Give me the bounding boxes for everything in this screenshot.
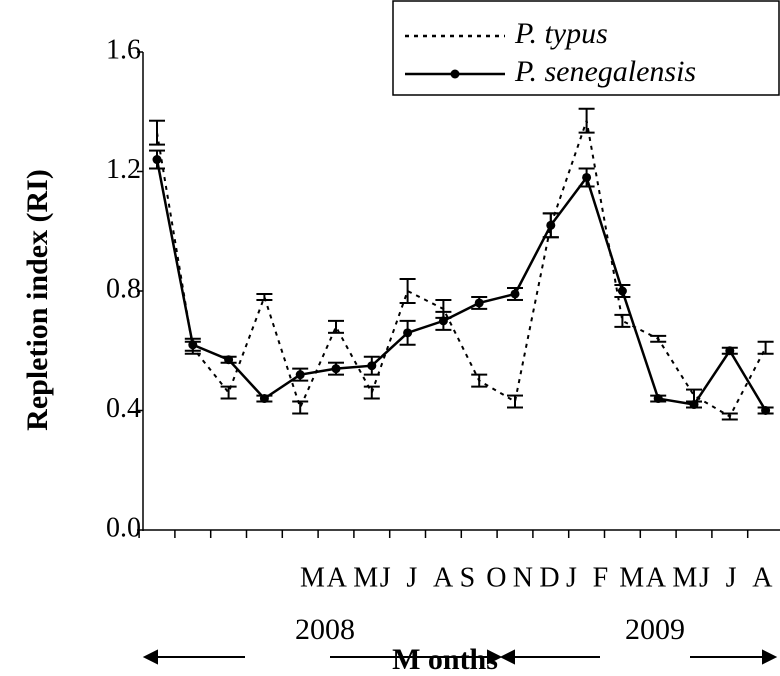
series-line xyxy=(155,159,767,412)
error-bar xyxy=(220,385,237,400)
y-tick-label: 0.0 xyxy=(106,512,141,543)
point xyxy=(224,355,234,365)
point xyxy=(295,370,305,380)
point xyxy=(653,394,663,404)
error-bar xyxy=(471,373,488,388)
x-tick-label: A xyxy=(646,562,667,593)
error-bar xyxy=(328,319,344,334)
error-bar xyxy=(721,412,738,421)
x-tick-label: A xyxy=(752,562,773,593)
error-bar xyxy=(650,334,667,343)
point xyxy=(510,289,520,299)
x-tick-label: M xyxy=(353,562,378,593)
point xyxy=(761,406,771,415)
error-bar xyxy=(292,400,309,415)
x-tick-label: A xyxy=(433,562,454,593)
x-tick-label: J xyxy=(406,562,417,593)
year-label: 2008 xyxy=(295,613,355,646)
y-tick-label: 0.4 xyxy=(106,393,141,424)
series-line xyxy=(156,116,767,418)
point xyxy=(403,328,413,338)
period-arrows xyxy=(142,649,778,665)
point xyxy=(259,394,269,404)
point xyxy=(367,361,377,371)
error-bar xyxy=(507,394,523,409)
x-tick-label: N xyxy=(513,562,533,593)
error-bar xyxy=(757,340,774,355)
error-bar xyxy=(578,107,595,134)
y-tick-label: 1.6 xyxy=(106,34,141,65)
point xyxy=(689,400,699,410)
point xyxy=(617,286,627,296)
y-tick-label: 0.8 xyxy=(106,273,141,304)
error-bar xyxy=(256,292,273,301)
x-tick-label: J xyxy=(726,562,737,593)
point xyxy=(725,346,735,356)
point xyxy=(152,155,162,165)
x-tick-label: M xyxy=(672,562,697,593)
point xyxy=(188,340,198,350)
x-tick-label: D xyxy=(539,562,559,593)
x-tick-label: J xyxy=(380,562,391,593)
x-tick-label: J xyxy=(566,562,577,593)
point xyxy=(331,364,341,374)
error-bar xyxy=(614,313,631,328)
x-tick-label: F xyxy=(593,562,609,593)
point xyxy=(582,172,592,182)
x-tick-label: S xyxy=(460,562,476,593)
x-tick-label: O xyxy=(486,562,506,593)
legend-label: P. typus xyxy=(514,17,608,50)
y-axis-label: Repletion index (RI) xyxy=(21,169,54,431)
x-tick-label: M xyxy=(300,562,325,593)
legend-marker xyxy=(450,69,460,79)
x-tick-label: M xyxy=(619,562,644,593)
point xyxy=(546,220,556,230)
error-bar xyxy=(363,385,380,400)
legend-label: P. senegalensis xyxy=(514,55,696,88)
year-label: 2009 xyxy=(625,613,685,646)
error-bar xyxy=(149,119,165,146)
x-tick-label: J xyxy=(699,562,710,593)
point xyxy=(438,316,448,326)
y-tick-label: 1.2 xyxy=(106,154,141,185)
x-tick-label: A xyxy=(327,562,348,593)
x-axis-label: M onths xyxy=(392,643,498,676)
error-bar xyxy=(399,278,416,304)
legend xyxy=(392,0,780,96)
point xyxy=(474,298,484,308)
